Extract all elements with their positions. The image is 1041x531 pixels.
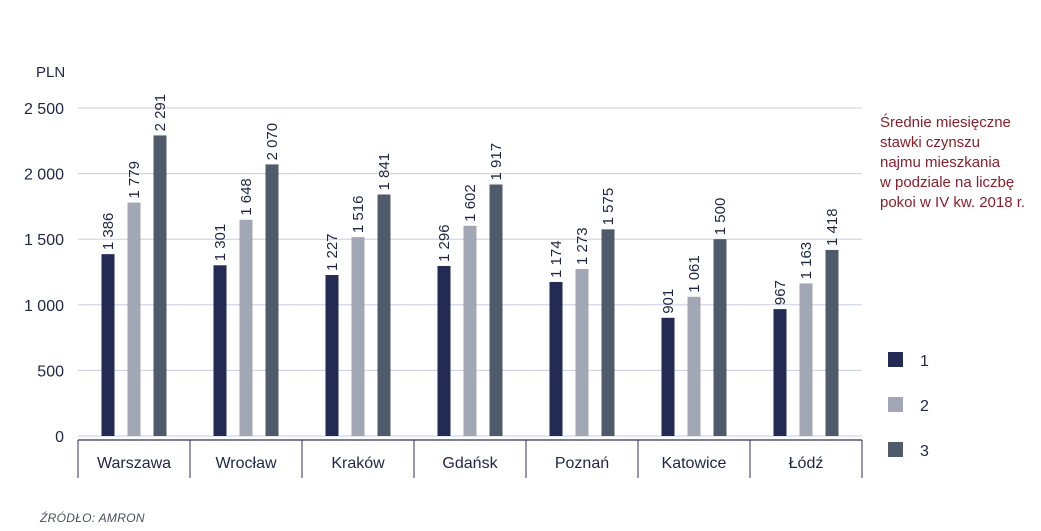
bar: [325, 275, 339, 436]
source-note: ŹRÓDŁO: AMRON: [40, 511, 145, 525]
bar-value-label: 1 917: [488, 143, 505, 181]
bar-value-label: 1 163: [798, 242, 815, 280]
bar: [437, 265, 451, 436]
bar: [661, 317, 675, 436]
y-tick-label: 1 500: [24, 232, 64, 249]
bar: [713, 239, 727, 436]
bar-value-label: 901: [660, 289, 677, 314]
bar-value-label: 2 070: [264, 123, 281, 161]
x-category-label: Kraków: [331, 455, 385, 472]
bar-value-label: 1 227: [324, 233, 341, 271]
legend-label: 3: [920, 443, 929, 460]
bar-value-label: 1 386: [100, 213, 117, 251]
legend-label: 2: [920, 398, 929, 415]
bar: [575, 268, 589, 436]
legend-label: 1: [920, 353, 929, 370]
value-labels: 1 386 1 779 2 291 1 301 1 648 2 070 1 227 1 516…: [100, 94, 841, 314]
bars: [101, 135, 839, 436]
bar-value-label: 1 273: [574, 227, 591, 265]
chart-title: Średnie miesięczne stawki czynszu najmu …: [880, 113, 1040, 213]
bar-value-label: 1 500: [712, 198, 729, 236]
legend: 1 2 3: [888, 352, 929, 460]
bar: [127, 202, 141, 436]
y-tick-label: 2 000: [24, 167, 64, 184]
x-category-label: Poznań: [555, 455, 609, 472]
bar-value-label: 1 418: [824, 208, 841, 246]
x-category-label: Katowice: [662, 455, 727, 472]
bar-value-label: 1 779: [126, 161, 143, 199]
y-tick-label: 2 500: [24, 101, 64, 118]
y-axis-unit-label: PLN: [36, 64, 65, 81]
bar: [265, 164, 279, 436]
legend-swatch: [888, 442, 903, 457]
bar: [377, 194, 391, 436]
bar: [463, 225, 477, 436]
chart-title-line: Średnie miesięczne: [880, 114, 1011, 131]
bar: [213, 265, 227, 436]
bar-value-label: 1 602: [462, 184, 479, 222]
legend-swatch: [888, 352, 903, 367]
chart-title-line: w podziale na liczbę: [880, 174, 1015, 191]
bar: [549, 281, 563, 436]
x-category-label: Warszawa: [97, 455, 171, 472]
bar: [153, 135, 167, 436]
x-category-label: Gdańsk: [442, 455, 498, 472]
bar-value-label: 1 575: [600, 188, 617, 226]
bar-value-label: 1 516: [350, 196, 367, 234]
legend-swatch: [888, 397, 903, 412]
y-tick-label: 1 000: [24, 298, 64, 315]
bar: [601, 229, 615, 436]
bar: [239, 219, 253, 436]
bar: [799, 283, 813, 436]
y-tick-label: 500: [37, 363, 64, 380]
axes: PLN 0 500 1 000 1 500 2 000 2 500 Warszawa Wrocł…: [24, 64, 863, 478]
y-tick-label: 0: [55, 429, 64, 446]
bar-value-label: 1 648: [238, 178, 255, 216]
bar: [687, 296, 701, 436]
bar-value-label: 1 841: [376, 153, 393, 191]
bar-value-label: 1 296: [436, 224, 453, 262]
bar: [825, 249, 839, 436]
chart-title-line: pokoi w IV kw. 2018 r.: [880, 194, 1026, 211]
bar-value-label: 2 291: [152, 94, 169, 132]
bar-value-label: 1 174: [548, 240, 565, 278]
bar: [489, 184, 503, 436]
x-category-label: Łódź: [789, 455, 824, 472]
chart-title-line: najmu mieszkania: [880, 154, 1001, 171]
bar-value-label: 967: [772, 280, 789, 305]
bar-value-label: 1 301: [212, 224, 229, 262]
bar: [351, 237, 365, 436]
x-category-label: Wrocław: [215, 455, 276, 472]
bar-value-label: 1 061: [686, 255, 703, 293]
bar: [773, 309, 787, 436]
chart-title-line: stawki czynszu: [880, 134, 981, 151]
bar: [101, 254, 115, 436]
